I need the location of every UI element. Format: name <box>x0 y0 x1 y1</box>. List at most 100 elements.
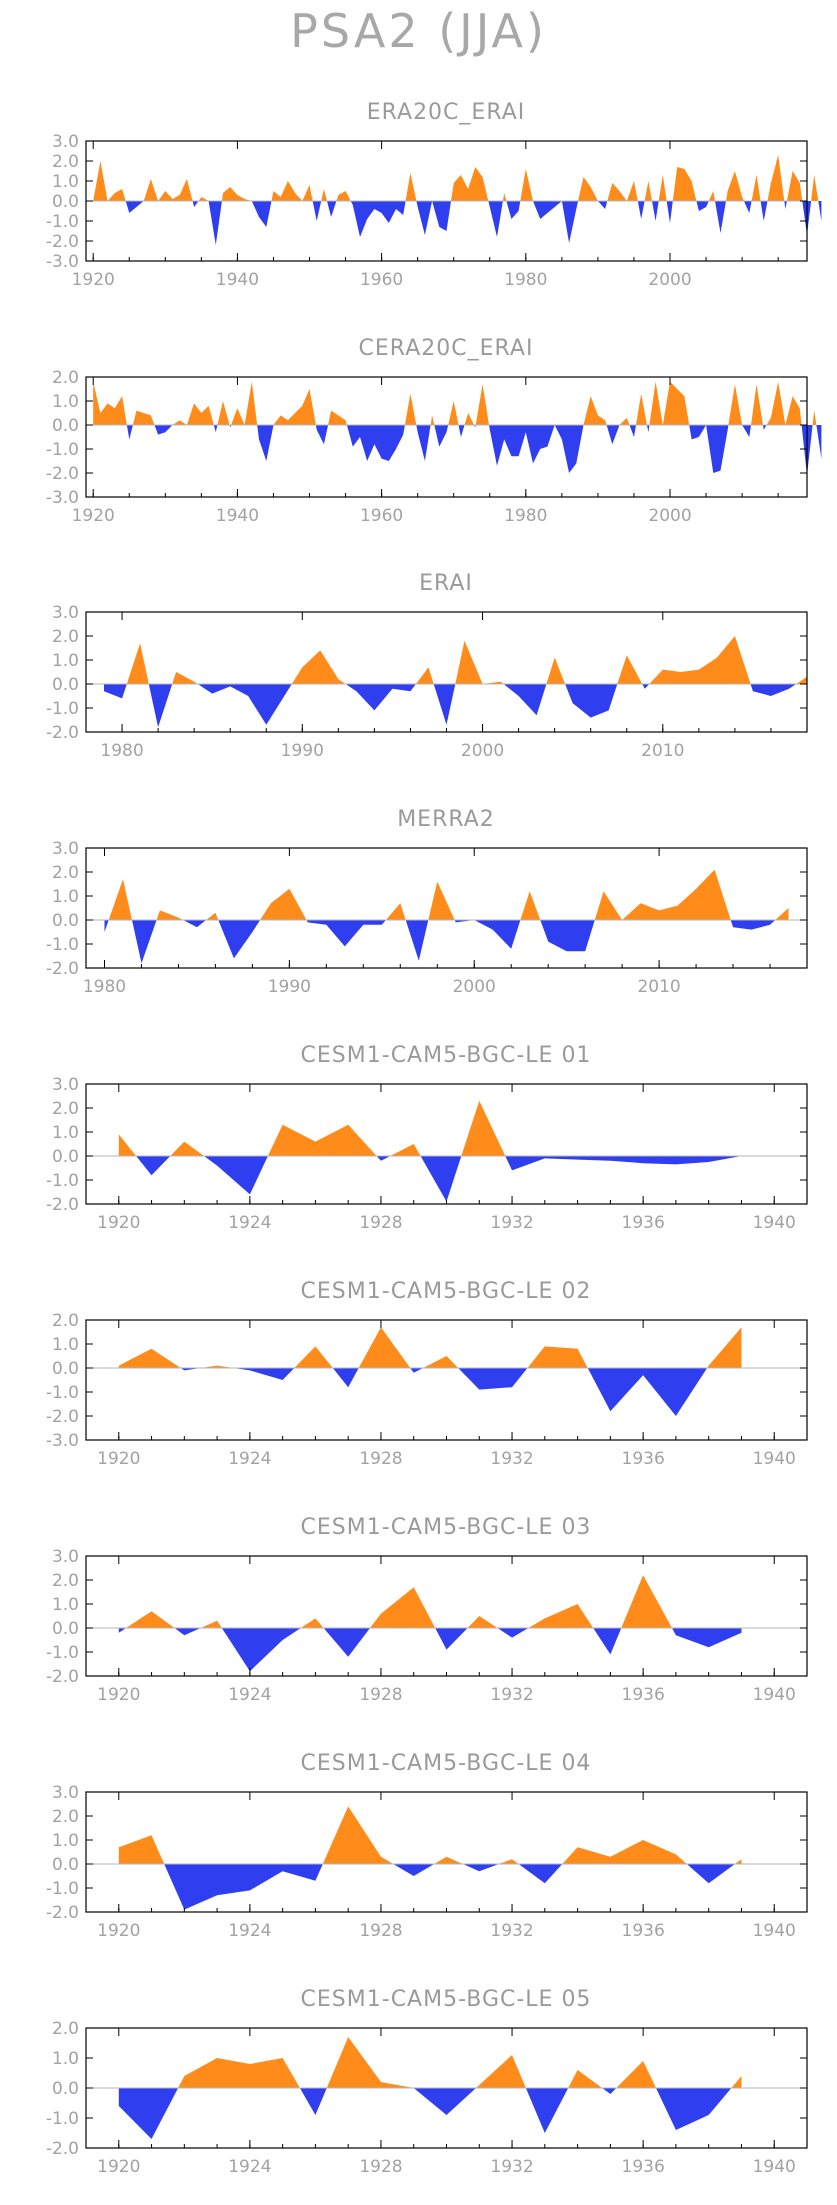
x-tick-label: 1936 <box>622 1213 665 1233</box>
negative-anomaly-area <box>315 425 329 445</box>
negative-anomaly-area <box>410 1368 424 1373</box>
positive-anomaly-area <box>583 396 607 425</box>
positive-anomaly-area <box>546 657 566 684</box>
y-tick-label: 0.0 <box>52 2079 79 2099</box>
positive-anomaly-area <box>796 676 807 684</box>
negative-anomaly-area <box>784 201 787 209</box>
x-tick-label: 1990 <box>268 977 311 997</box>
x-tick-label: 1928 <box>359 1449 402 1469</box>
negative-anomaly-area <box>125 201 144 213</box>
positive-anomaly-area <box>775 908 789 920</box>
negative-anomaly-area <box>458 1368 528 1390</box>
positive-anomaly-area <box>423 1356 459 1368</box>
positive-anomaly-area <box>291 650 346 684</box>
y-tick-label: -2.0 <box>46 959 79 979</box>
positive-anomaly-area <box>707 1327 742 1368</box>
y-tick-label: 0.0 <box>52 416 79 436</box>
positive-anomaly-area <box>178 2058 300 2088</box>
positive-anomaly-area <box>415 667 434 684</box>
chart-panel-3: ERAI 3.0 2.0 1.0 0.0 -1.0 -2.0 1980 1990 2000 2010 <box>0 566 837 761</box>
positive-anomaly-area <box>644 181 652 201</box>
plot-frame <box>85 376 808 498</box>
positive-anomaly-area <box>390 1144 421 1156</box>
negative-anomaly-area <box>503 684 547 716</box>
chart-panel-9: CESM1-CAM5-BGC-LE 05 2.0 1.0 0.0 -1.0 -2.0 192… <box>0 1982 837 2177</box>
positive-anomaly-area <box>405 173 417 201</box>
positive-anomaly-area <box>448 401 459 425</box>
positive-anomaly-area <box>708 191 715 201</box>
y-tick-label: 2.0 <box>52 863 79 883</box>
negative-anomaly-area <box>416 201 451 235</box>
positive-anomaly-area <box>358 1327 411 1368</box>
x-tick-label: 1932 <box>490 1213 533 1233</box>
chart-svg-8: CESM1-CAM5-BGC-LE 04 3.0 2.0 1.0 0.0 -1.0 -2.0… <box>46 1751 808 1941</box>
negative-anomaly-area <box>593 1628 622 1655</box>
chart-title: CESM1-CAM5-BGC-LE 03 <box>301 1515 592 1540</box>
x-tick-label: 2000 <box>648 270 691 290</box>
y-tick-label: 1.0 <box>52 2049 79 2069</box>
positive-anomaly-area <box>126 1611 175 1628</box>
x-tick-label: 1928 <box>359 1921 402 1941</box>
positive-anomaly-area <box>461 1100 506 1156</box>
positive-anomaly-area <box>528 1604 594 1628</box>
positive-anomaly-area <box>731 2076 742 2088</box>
y-tick-label: -2.0 <box>46 1407 79 1427</box>
positive-anomaly-area <box>93 161 126 201</box>
x-tick-label: 1920 <box>97 1449 140 1469</box>
y-tick-label: 3.0 <box>52 1075 79 1095</box>
positive-anomaly-area <box>143 179 193 201</box>
chart-panel-4: MERRA2 3.0 2.0 1.0 0.0 -1.0 -2.0 1980 1990 2000 20… <box>0 802 837 997</box>
x-tick-label: 1932 <box>490 1449 533 1469</box>
positive-anomaly-area <box>617 655 643 684</box>
chart-title: ERAI <box>419 571 473 596</box>
negative-anomaly-area <box>458 425 465 437</box>
negative-anomaly-area <box>126 425 133 440</box>
x-tick-label: 2000 <box>453 977 496 997</box>
x-tick-label: 1940 <box>753 2157 796 2177</box>
y-tick-label: 0.0 <box>52 1619 79 1639</box>
plot-frame <box>85 1555 808 1677</box>
negative-anomaly-area <box>518 1864 563 1884</box>
x-tick-label: 1980 <box>504 270 547 290</box>
negative-anomaly-area <box>346 425 405 461</box>
y-tick-label: 1.0 <box>52 1335 79 1355</box>
y-tick-label: 0.0 <box>52 675 79 695</box>
negative-anomaly-area <box>434 425 449 447</box>
chart-svg-7: CESM1-CAM5-BGC-LE 03 3.0 2.0 1.0 0.0 -1.0 -2.0… <box>46 1515 808 1705</box>
y-tick-label: 1.0 <box>52 1831 79 1851</box>
y-tick-label: 2.0 <box>52 1807 79 1827</box>
negative-anomaly-area <box>647 425 650 433</box>
x-tick-label: 1940 <box>753 1213 796 1233</box>
negative-anomaly-area <box>505 1156 742 1171</box>
positive-anomaly-area <box>616 2061 656 2088</box>
x-tick-label: 2000 <box>461 741 504 761</box>
positive-anomaly-area <box>726 171 744 201</box>
x-tick-label: 1920 <box>97 1685 140 1705</box>
x-tick-label: 1940 <box>216 270 259 290</box>
chart-panel-7: CESM1-CAM5-BGC-LE 03 3.0 2.0 1.0 0.0 -1.0 -2.0… <box>0 1510 837 1705</box>
negative-anomaly-area <box>730 920 776 930</box>
chart-title: CERA20C_ERAI <box>359 336 534 361</box>
x-tick-label: 1928 <box>359 2157 402 2177</box>
negative-anomaly-area <box>332 1368 359 1388</box>
y-tick-label: -2.0 <box>46 464 79 484</box>
negative-anomaly-area <box>433 684 456 725</box>
positive-anomaly-area <box>728 384 743 425</box>
x-tick-label: 1936 <box>622 2157 665 2177</box>
positive-anomaly-area <box>118 1835 165 1864</box>
positive-anomaly-area <box>172 403 214 425</box>
y-tick-label: 1.0 <box>52 392 79 412</box>
positive-anomaly-area <box>336 191 351 201</box>
x-tick-label: 1920 <box>72 506 115 526</box>
negative-anomaly-area <box>233 1368 295 1380</box>
y-tick-label: -1.0 <box>46 1171 79 1191</box>
negative-anomaly-area <box>696 201 709 211</box>
x-tick-label: 1924 <box>228 1213 271 1233</box>
negative-anomaly-area <box>104 920 109 932</box>
negative-anomaly-area <box>180 1368 201 1371</box>
negative-anomaly-area <box>221 1628 301 1672</box>
positive-anomaly-area <box>812 410 817 425</box>
chart-title: MERRA2 <box>397 807 495 832</box>
negative-anomaly-area <box>312 201 322 221</box>
